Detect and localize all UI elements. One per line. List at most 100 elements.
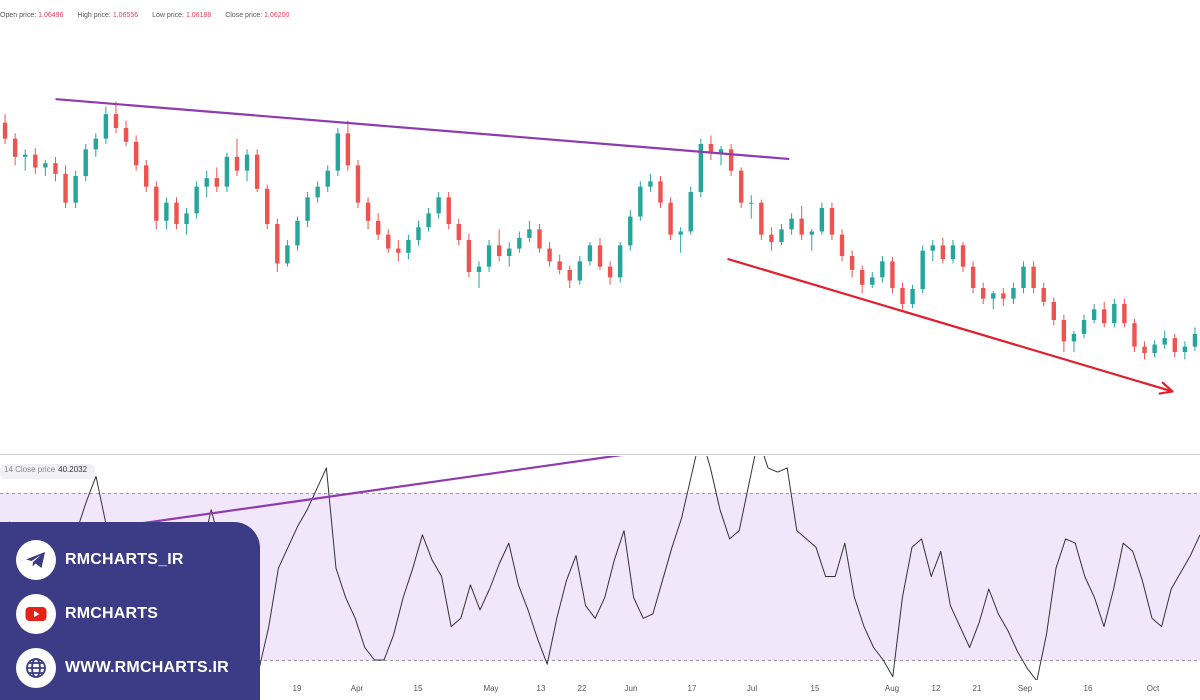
red-arrow-trendline[interactable] — [727, 258, 1174, 393]
candle — [1102, 301, 1107, 328]
candle — [839, 229, 845, 262]
candle — [275, 218, 280, 272]
candle — [133, 135, 139, 171]
candle-body — [819, 208, 825, 232]
x-tick-label: 17 — [687, 684, 697, 693]
candle — [154, 181, 159, 230]
website-label: WWW.RMCHARTS.IR — [65, 659, 229, 676]
candle-body — [849, 256, 855, 270]
x-tick-label: 13 — [536, 684, 546, 693]
candle-body — [577, 261, 583, 281]
candle — [43, 160, 48, 176]
candle — [1142, 341, 1147, 360]
candle — [507, 242, 512, 267]
x-tick-label: Jun — [624, 684, 638, 693]
candle — [1091, 304, 1097, 324]
candle — [234, 138, 240, 176]
candle — [617, 242, 623, 283]
candle-body — [93, 138, 98, 150]
candle — [1132, 318, 1137, 352]
candle — [305, 192, 310, 228]
candle-body — [900, 288, 905, 304]
high-price: High price: 1.06556 — [77, 12, 139, 19]
candle — [597, 237, 603, 270]
candle — [194, 181, 199, 219]
candle — [628, 210, 633, 251]
x-tick-label: 16 — [1083, 684, 1093, 693]
telegram-row[interactable]: RMCHARTS_IR — [16, 540, 184, 580]
candle-body — [930, 245, 935, 251]
candle-body — [1041, 288, 1046, 302]
candle-body — [980, 288, 986, 299]
candle — [1071, 330, 1077, 352]
website-row[interactable]: WWW.RMCHARTS.IR — [16, 648, 229, 688]
candle-body — [456, 224, 462, 240]
candle-body — [63, 173, 68, 203]
candle-body — [416, 227, 421, 240]
candle-body — [496, 245, 502, 256]
candle — [567, 265, 572, 288]
purple-trendline[interactable] — [55, 98, 790, 161]
candle-body — [567, 269, 572, 281]
candle — [920, 245, 925, 294]
candle — [678, 227, 683, 253]
candle — [204, 170, 209, 198]
candle — [1011, 282, 1016, 304]
candle-body — [23, 154, 28, 157]
candle-body — [355, 165, 361, 203]
price-trendlines — [55, 98, 1174, 395]
x-tick-label: 21 — [972, 684, 982, 693]
candle — [587, 242, 593, 266]
candle — [638, 181, 643, 221]
candle-body — [446, 197, 451, 224]
candle-body — [728, 149, 734, 171]
candle-body — [33, 154, 38, 168]
candle — [103, 106, 109, 144]
candle — [900, 282, 905, 310]
candle-body — [154, 186, 159, 221]
candle-body — [638, 186, 643, 217]
candle — [708, 135, 714, 160]
candle-body — [1102, 309, 1107, 324]
candle-body — [1081, 320, 1087, 334]
candle-body — [406, 240, 411, 253]
price-chart[interactable] — [0, 0, 1200, 456]
candle — [527, 220, 532, 243]
candle-body — [305, 197, 310, 221]
rsi-legend-label: 14 Close price — [4, 465, 56, 474]
candle-body — [1031, 266, 1036, 288]
low-price: Low price: 1.06188 — [152, 12, 212, 19]
youtube-row[interactable]: RMCHARTS — [16, 594, 158, 634]
candle-body — [123, 128, 129, 142]
candle — [325, 165, 330, 192]
rsi-purple-trendline[interactable] — [118, 456, 766, 528]
candle-body — [365, 202, 371, 221]
candle-body — [537, 229, 542, 249]
candle — [829, 202, 835, 240]
candle — [174, 197, 179, 230]
candle-body — [275, 224, 280, 264]
candle — [375, 213, 381, 240]
candle — [880, 256, 885, 283]
candle-body — [960, 245, 966, 267]
candle — [970, 261, 976, 294]
candle-body — [738, 170, 744, 203]
candle-body — [1021, 266, 1026, 288]
candle-body — [254, 154, 260, 189]
candle-body — [829, 208, 835, 235]
candle — [315, 181, 320, 203]
candle — [607, 261, 613, 285]
candle — [1162, 330, 1167, 349]
candle-body — [194, 186, 199, 214]
candle-body — [73, 176, 78, 203]
candle-body — [144, 165, 149, 187]
candle-body — [184, 213, 189, 224]
candle-body — [658, 181, 663, 203]
candle — [1001, 288, 1006, 307]
candle — [819, 202, 825, 235]
candle-body — [859, 269, 865, 285]
candle — [738, 167, 744, 208]
candle — [1021, 261, 1026, 294]
candle-body — [375, 220, 381, 235]
candle — [1112, 298, 1117, 328]
